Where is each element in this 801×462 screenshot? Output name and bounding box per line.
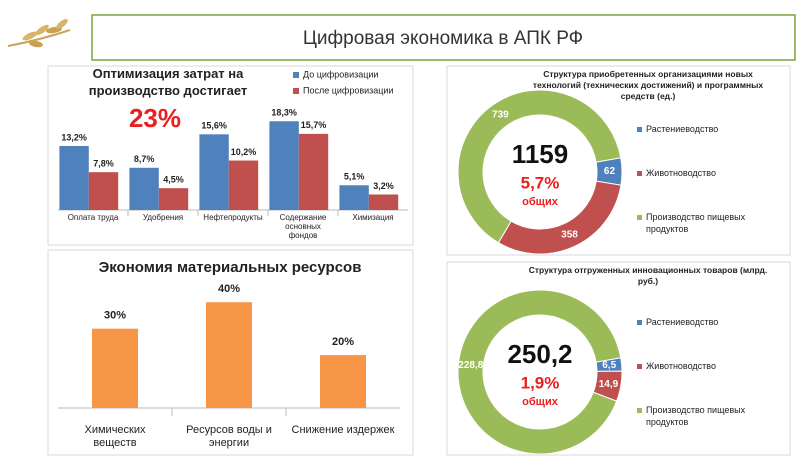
- bar: [298, 133, 329, 210]
- center-label: 250,2: [507, 339, 572, 369]
- value-label: 20%: [332, 336, 354, 348]
- value-label: 739: [492, 110, 509, 121]
- value-label: 15,6%: [201, 121, 227, 131]
- legend-label: До цифровизации: [303, 69, 378, 79]
- legend-swatch: [637, 127, 642, 132]
- panel: [47, 65, 414, 246]
- chart-title: Структура отгруженных инновационных това…: [529, 265, 768, 286]
- x-tick-label: Оплата труда: [68, 213, 119, 222]
- x-tick-label: Удобрения: [143, 213, 183, 222]
- value-label: 228,8: [458, 360, 483, 371]
- legend-swatch: [637, 215, 642, 220]
- value-label: 10,2%: [231, 147, 257, 157]
- value-label: 358: [561, 230, 578, 241]
- legend-swatch: [637, 364, 642, 369]
- value-label: 14,9: [599, 379, 619, 390]
- legend-swatch: [637, 171, 642, 176]
- value-label: 30%: [104, 310, 126, 322]
- legend-label: Растениеводство: [646, 317, 718, 327]
- value-label: 6,5: [602, 360, 616, 371]
- wheat-icon: [7, 18, 71, 48]
- bar: [199, 134, 229, 210]
- value-label: 13,2%: [61, 132, 87, 142]
- value-label: 15,7%: [301, 120, 327, 130]
- bar: [269, 121, 299, 210]
- value-label: 5,1%: [344, 172, 365, 182]
- chart-title: Структура приобретенных организациями но…: [533, 69, 764, 101]
- legend-swatch: [293, 88, 299, 94]
- legend-label: Производство пищевых продуктов: [646, 212, 746, 234]
- bar: [59, 145, 89, 210]
- bar: [228, 160, 259, 210]
- value-label: 62: [604, 166, 616, 177]
- legend-label: Животноводство: [646, 361, 716, 371]
- legend-swatch: [637, 320, 642, 325]
- legend-label: Растениеводство: [646, 124, 718, 134]
- legend-label: Производство пищевых продуктов: [646, 405, 746, 427]
- x-tick-label: Ресурсов воды и энергии: [186, 424, 272, 449]
- bar: [158, 188, 189, 210]
- bar: [368, 194, 399, 210]
- x-tick-label: Химических веществ: [85, 424, 146, 449]
- chart-title: Экономия материальных ресурсов: [99, 259, 362, 276]
- bar: [206, 302, 252, 408]
- bar: [129, 167, 159, 210]
- header-box: [91, 14, 796, 61]
- value-label: 18,3%: [271, 108, 297, 118]
- x-tick-label: Химизация: [352, 213, 393, 222]
- bar: [320, 355, 366, 408]
- value-label: 7,8%: [93, 159, 114, 169]
- center-label: общих: [522, 196, 559, 208]
- legend-swatch: [293, 72, 299, 78]
- x-tick-label: Снижение издержек: [292, 424, 395, 436]
- chart-title: Оптимизация затрат на производство достиг…: [89, 66, 248, 98]
- center-label: 5,7%: [521, 173, 560, 192]
- page-title: Цифровая экономика в АПК РФ: [303, 28, 583, 49]
- bar: [339, 185, 369, 210]
- legend-label: После цифровизации: [303, 85, 393, 95]
- annotation: 23%: [129, 103, 181, 133]
- donut-segment: [457, 89, 622, 244]
- value-label: 4,5%: [163, 175, 184, 185]
- legend-label: Животноводство: [646, 168, 716, 178]
- center-label: 1,9%: [521, 373, 560, 392]
- value-label: 3,2%: [373, 181, 394, 191]
- value-label: 8,7%: [134, 154, 155, 164]
- donut-segment: [457, 289, 622, 455]
- bar: [92, 328, 138, 408]
- value-label: 40%: [218, 283, 240, 295]
- center-label: 1159: [512, 139, 568, 169]
- center-label: общих: [522, 396, 559, 408]
- bar: [88, 172, 119, 210]
- x-tick-label: Нефтепродукты: [203, 213, 263, 222]
- x-tick-label: Содержание основных фондов: [280, 213, 327, 240]
- legend-swatch: [637, 408, 642, 413]
